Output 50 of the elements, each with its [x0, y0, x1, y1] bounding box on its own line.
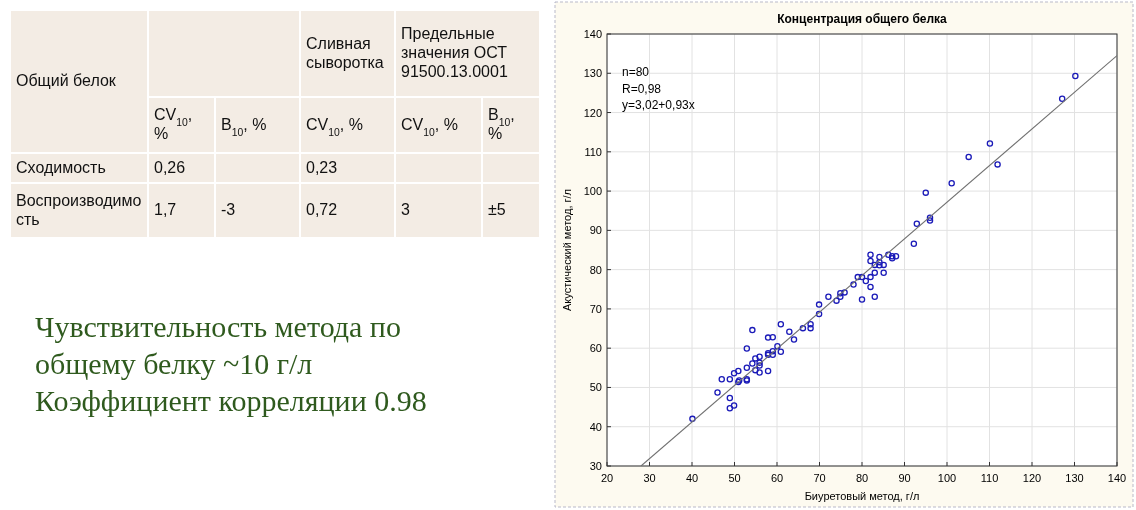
x-tick-label: 140 [1107, 472, 1127, 484]
text: B$_{10}$, % [221, 115, 267, 137]
text: CV$_{10}$, % [306, 115, 363, 137]
x-tick-label: 130 [1065, 472, 1084, 484]
y-tick-label: 80 [589, 263, 602, 276]
text: ±5 [488, 201, 506, 218]
x-tick-label: 40 [685, 472, 699, 484]
text: Общий белок [16, 72, 117, 89]
annotation: n=80 [622, 65, 650, 79]
y-axis-title: Акустический метод, г/л [561, 189, 573, 311]
x-tick-label: 30 [643, 472, 656, 484]
y-tick-label: 110 [584, 145, 602, 158]
x-tick-label: 100 [937, 472, 957, 484]
text: Коэффициент корреляции 0.98 [35, 384, 427, 417]
text: CV$_{10}$, % [401, 115, 458, 137]
y-tick-label: 90 [589, 224, 602, 237]
annotation: y=3,02+0,93x [622, 98, 695, 112]
x-tick-label: 90 [898, 472, 911, 484]
text: 0,23 [306, 158, 338, 176]
text: Чувствительность метода по общему белку ~10 г/л [35, 310, 401, 380]
text: 1,7 [154, 201, 177, 218]
text: 3 [401, 201, 410, 218]
x-tick-label: 20 [600, 472, 614, 484]
text: 0,26 [154, 158, 186, 176]
x-tick-label: 50 [728, 472, 741, 484]
y-tick-label: 130 [583, 67, 602, 80]
x-tick-label: 120 [1022, 472, 1042, 484]
y-tick-label: 100 [583, 185, 602, 198]
x-tick-label: 60 [770, 472, 784, 484]
y-tick-label: 30 [589, 460, 602, 472]
x-axis-title: Биуретовый метод, г/л [804, 490, 920, 502]
x-tick-label: 110 [980, 472, 999, 484]
annotation: R=0,98 [622, 81, 662, 96]
y-tick-label: 120 [583, 106, 602, 119]
y-tick-label: 60 [589, 342, 602, 355]
x-tick-label: 80 [855, 472, 869, 484]
text: Сходимость [16, 158, 106, 176]
y-tick-label: 50 [589, 381, 602, 394]
chart-title: Концентрация общего белка [777, 12, 948, 26]
text: Предельные значения ОСТ 91500.13.0001 [401, 25, 508, 80]
text: -3 [221, 201, 236, 218]
y-tick-label: 40 [589, 420, 602, 433]
text: B$_{10}$, % [488, 106, 515, 142]
text: 0,72 [306, 201, 338, 218]
text: CV$_{10}$, % [154, 106, 193, 142]
text: Воспроизводимость [16, 191, 142, 228]
y-tick-label: 140 [583, 28, 602, 40]
x-tick-label: 70 [813, 472, 826, 484]
text: Сливная сыворотка [306, 34, 384, 71]
y-tick-label: 70 [589, 302, 602, 315]
